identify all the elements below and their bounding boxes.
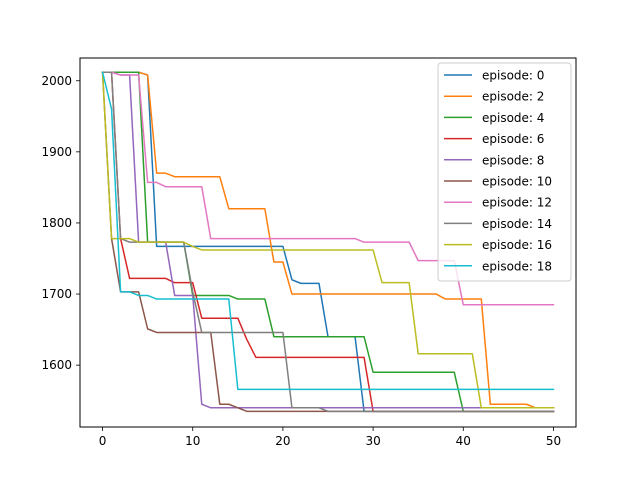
x-tick-label-1: 10 bbox=[185, 434, 200, 448]
series-line-4 bbox=[101, 71, 555, 409]
x-tick-label-5: 50 bbox=[546, 434, 561, 448]
series-layer bbox=[101, 71, 555, 413]
y-tick-label-4: 2000 bbox=[41, 74, 72, 88]
legend-label-7: episode: 14 bbox=[482, 217, 552, 231]
x-tick-label-2: 20 bbox=[275, 434, 290, 448]
legend-label-8: episode: 16 bbox=[482, 238, 552, 252]
series-line-6 bbox=[101, 71, 555, 306]
y-tick-label-1: 1700 bbox=[41, 287, 72, 301]
y-tick-label-2: 1800 bbox=[41, 216, 72, 230]
x-axis: 0 10 20 30 40 50 bbox=[99, 427, 561, 448]
legend-label-6: episode: 12 bbox=[482, 196, 552, 210]
x-tick-label-3: 30 bbox=[365, 434, 380, 448]
legend-label-5: episode: 10 bbox=[482, 175, 552, 189]
legend-label-4: episode: 8 bbox=[482, 153, 544, 167]
legend: episode: 0 episode: 2 episode: 4 episode: 6… bbox=[437, 62, 572, 282]
series-line-1 bbox=[101, 71, 555, 409]
legend-label-1: episode: 2 bbox=[482, 90, 544, 104]
legend-label-2: episode: 4 bbox=[482, 111, 544, 125]
y-axis: 1600 1700 1800 1900 2000 bbox=[41, 74, 80, 372]
x-tick-label-4: 40 bbox=[456, 434, 471, 448]
plot-frame bbox=[79, 57, 577, 428]
y-tick-label-0: 1600 bbox=[41, 358, 72, 372]
legend-label-3: episode: 6 bbox=[482, 132, 544, 146]
x-tick-label-0: 0 bbox=[99, 434, 107, 448]
legend-label-0: episode: 0 bbox=[482, 69, 544, 83]
series-line-9 bbox=[101, 71, 555, 391]
y-tick-label-3: 1900 bbox=[41, 145, 72, 159]
legend-label-9: episode: 18 bbox=[482, 259, 552, 273]
